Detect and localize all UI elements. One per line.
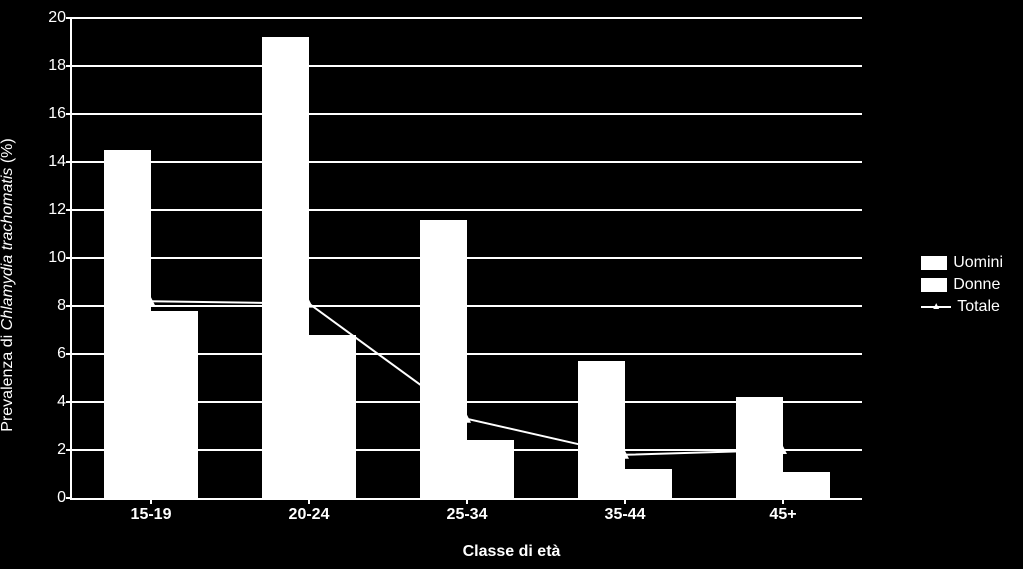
legend-swatch-bar <box>921 278 947 292</box>
gridline <box>72 305 862 307</box>
y-tick <box>66 161 72 163</box>
legend-item-uomini: Uomini <box>921 254 1003 272</box>
chart-container: Prevalenza di Chlamydia trachomatis (%) … <box>0 0 1023 569</box>
y-tick-label: 4 <box>57 393 66 411</box>
y-tick <box>66 113 72 115</box>
y-tick-label: 20 <box>48 9 66 27</box>
gridline <box>72 401 862 403</box>
gridline <box>72 113 862 115</box>
totale-line <box>151 301 783 455</box>
legend-swatch-line <box>921 300 951 314</box>
gridline <box>72 17 862 19</box>
x-tick <box>624 498 626 504</box>
x-tick <box>466 498 468 504</box>
gridline <box>72 209 862 211</box>
y-tick <box>66 401 72 403</box>
y-tick-label: 18 <box>48 57 66 75</box>
x-axis-label: Classe di età <box>463 543 561 561</box>
y-tick <box>66 497 72 499</box>
legend-label: Totale <box>957 298 1000 316</box>
y-tick <box>66 449 72 451</box>
x-tick-label: 25-34 <box>447 506 488 524</box>
y-tick <box>66 353 72 355</box>
x-tick-label: 15-19 <box>131 506 172 524</box>
x-tick-label: 35-44 <box>605 506 646 524</box>
y-tick <box>66 257 72 259</box>
y-tick-label: 6 <box>57 345 66 363</box>
y-tick <box>66 17 72 19</box>
x-tick <box>150 498 152 504</box>
gridline <box>72 161 862 163</box>
legend: Uomini Donne Totale <box>921 250 1003 320</box>
y-tick <box>66 209 72 211</box>
y-tick-label: 0 <box>57 489 66 507</box>
legend-label: Uomini <box>953 254 1003 272</box>
legend-item-donne: Donne <box>921 276 1003 294</box>
y-tick-label: 12 <box>48 201 66 219</box>
y-axis-label: Prevalenza di Chlamydia trachomatis (%) <box>0 138 17 431</box>
legend-item-totale: Totale <box>921 298 1003 316</box>
plot-area: 0246810121416182015-1920-2425-3435-4445+ <box>70 18 862 500</box>
x-tick-label: 20-24 <box>289 506 330 524</box>
y-tick-label: 8 <box>57 297 66 315</box>
x-tick-label: 45+ <box>769 506 796 524</box>
y-tick-label: 16 <box>48 105 66 123</box>
y-tick-label: 2 <box>57 441 66 459</box>
legend-swatch-bar <box>921 256 947 270</box>
y-tick <box>66 65 72 67</box>
x-tick <box>782 498 784 504</box>
y-tick-label: 10 <box>48 249 66 267</box>
gridline <box>72 65 862 67</box>
y-tick-label: 14 <box>48 153 66 171</box>
x-tick <box>308 498 310 504</box>
gridline <box>72 257 862 259</box>
gridline <box>72 353 862 355</box>
y-tick <box>66 305 72 307</box>
legend-label: Donne <box>953 276 1000 294</box>
gridline <box>72 449 862 451</box>
